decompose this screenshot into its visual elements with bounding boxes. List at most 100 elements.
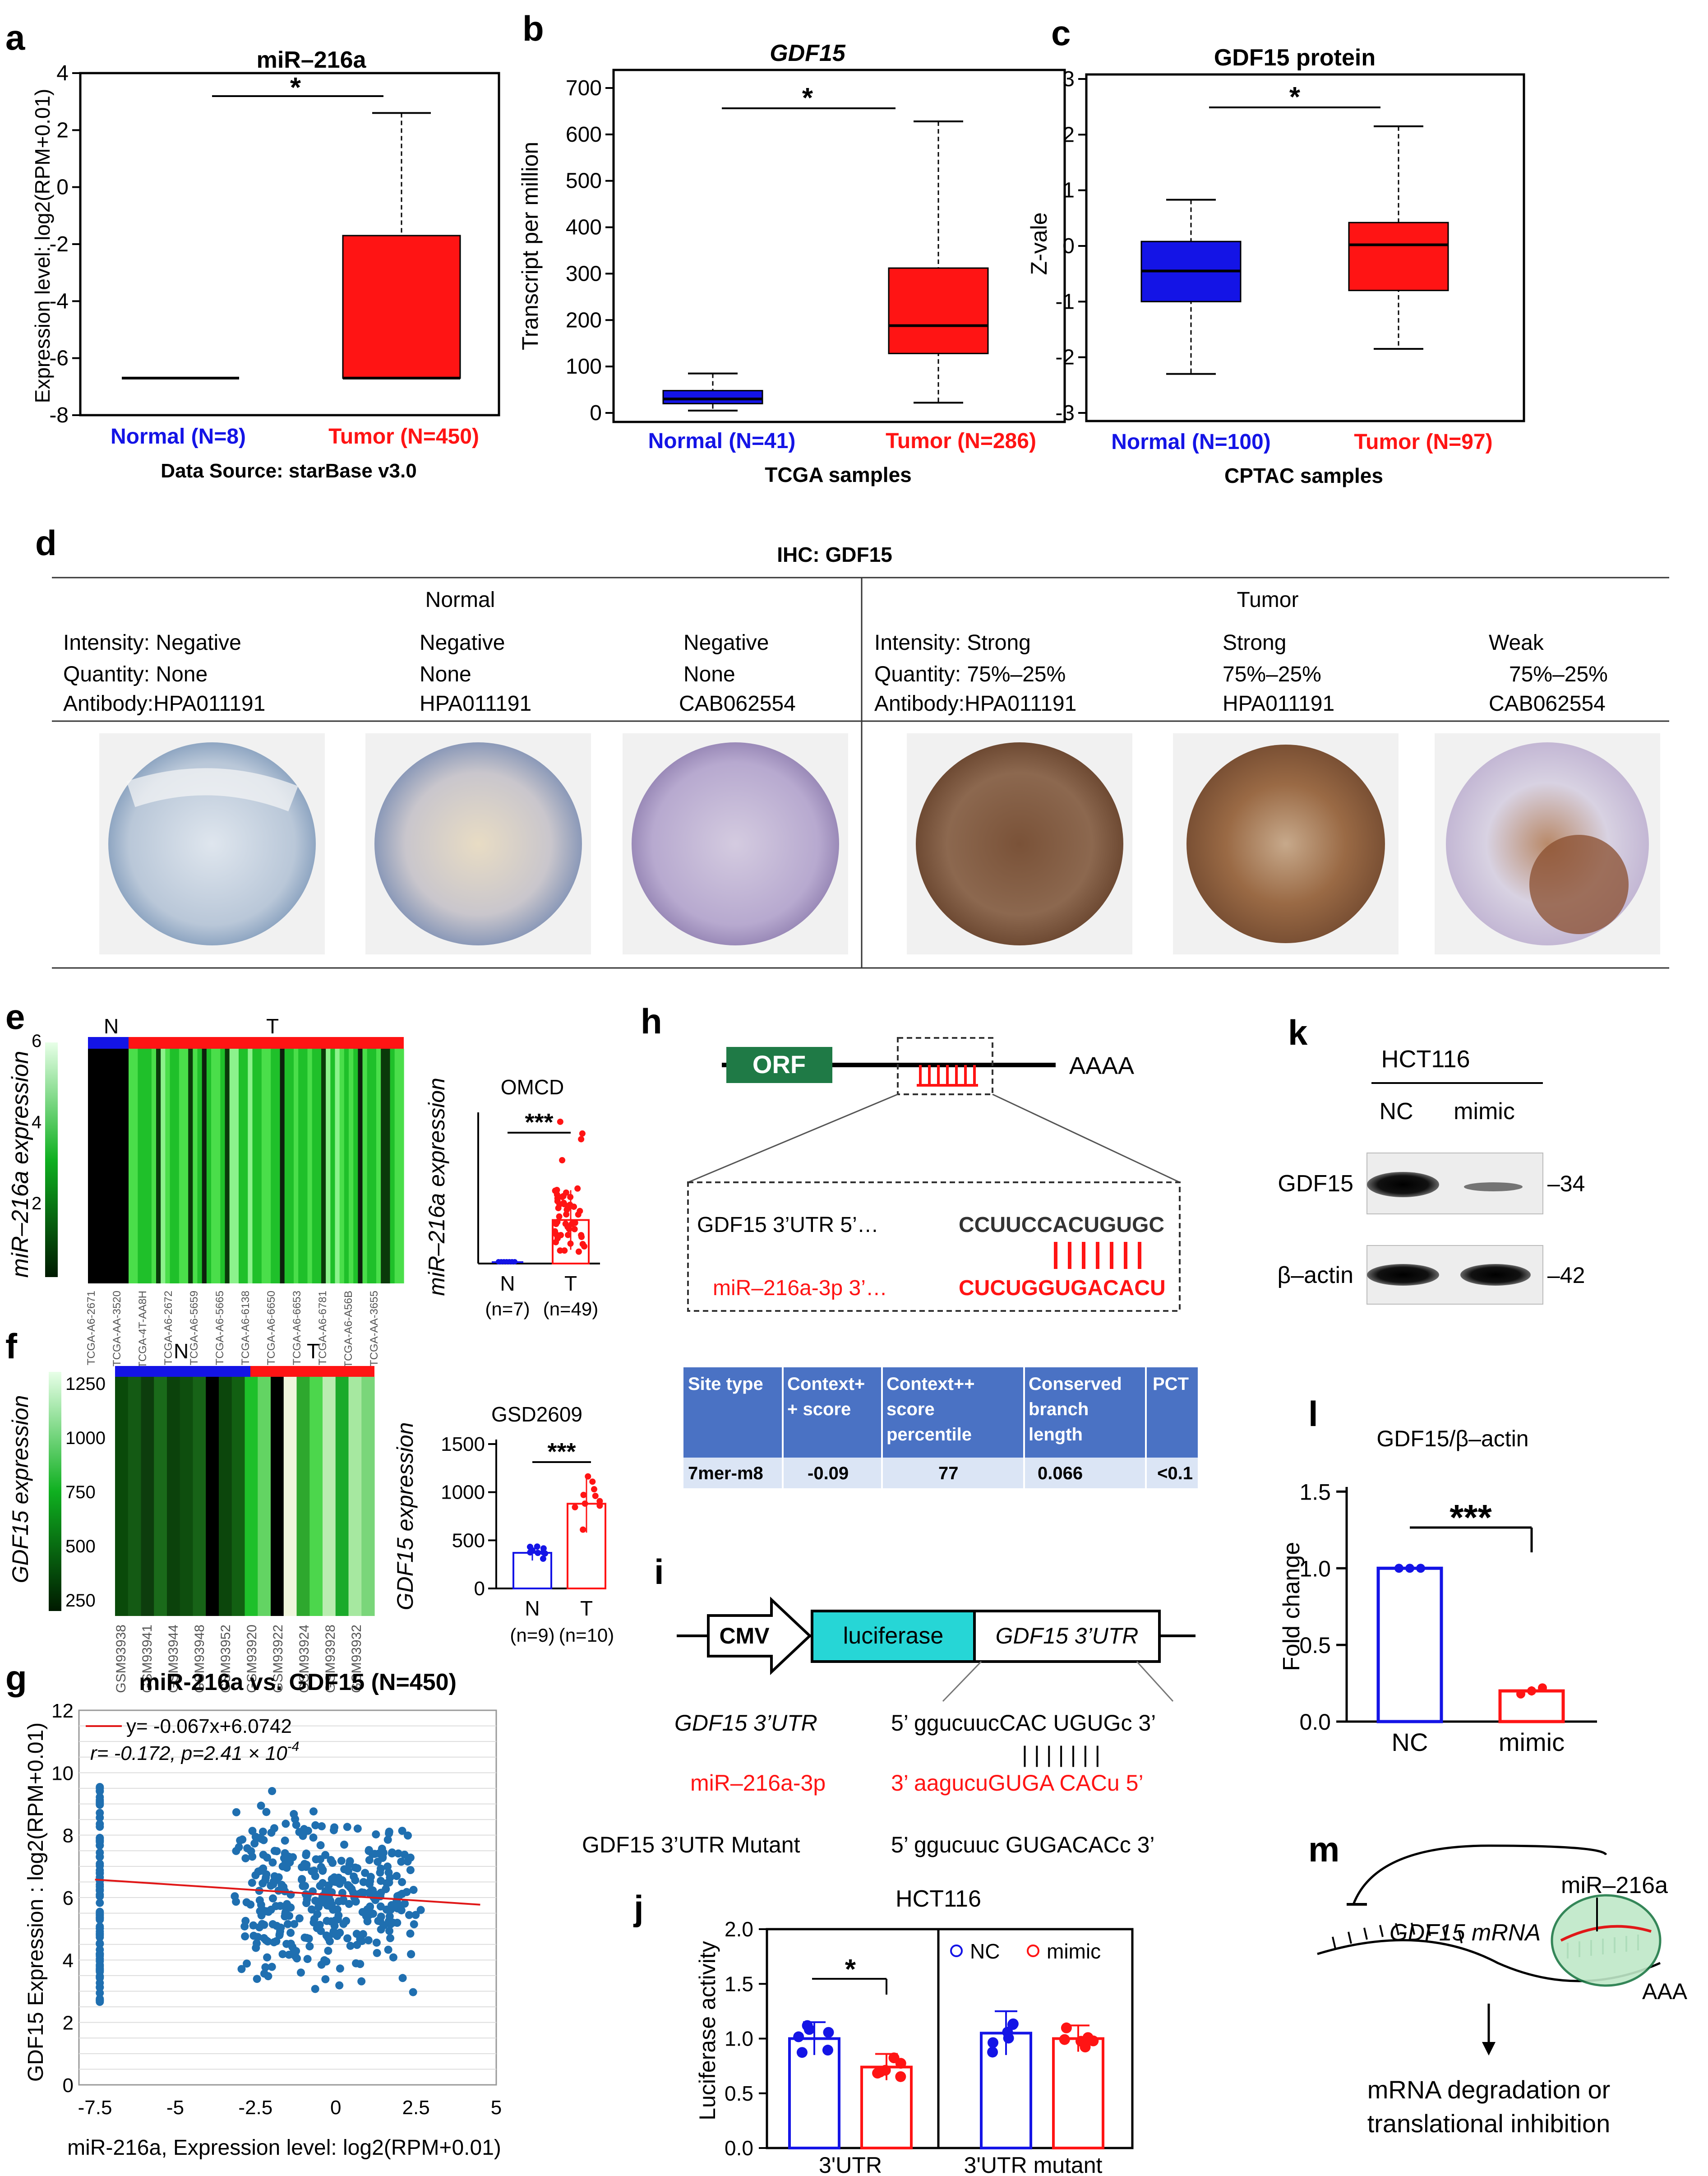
construct-utr-label: GDF15 3’UTR bbox=[996, 1623, 1139, 1648]
point bbox=[282, 1820, 290, 1828]
y-tick-label: 0 bbox=[63, 2074, 74, 2097]
sample-label: GSM93948 bbox=[192, 1625, 207, 1693]
point bbox=[311, 1985, 319, 1993]
heat-column bbox=[133, 1049, 138, 1283]
sample-label: TCGA-A6-6653 bbox=[291, 1291, 303, 1365]
table-head-cell: PCT bbox=[1153, 1374, 1189, 1394]
tumor-header: Tumor bbox=[1237, 588, 1299, 612]
sample-label: GSM93932 bbox=[349, 1625, 364, 1693]
row2-label: miR–216a-3p bbox=[690, 1770, 826, 1796]
panel-j-sig: * bbox=[845, 1954, 856, 1985]
strand-tick bbox=[1458, 1931, 1463, 1944]
panel-a-boxes bbox=[122, 112, 461, 380]
ihc-tumor-info: Intensity: Strong Quantity: 75%–25% Anti… bbox=[874, 631, 1608, 716]
mir-label: miR–216a-3p 3’… bbox=[713, 1276, 887, 1300]
y-tick-label: 1.0 bbox=[725, 2027, 753, 2051]
cell-line-label: HCT116 bbox=[1381, 1046, 1470, 1073]
band-gdf15-mimic bbox=[1464, 1182, 1523, 1191]
panel-a-title: miR–216a bbox=[257, 47, 367, 73]
dot bbox=[987, 2046, 998, 2058]
point bbox=[298, 1875, 306, 1883]
legend-mimic: mimic bbox=[1047, 1940, 1101, 1963]
point bbox=[260, 1969, 268, 1978]
dot bbox=[888, 2052, 900, 2064]
cmv-promoter-arrow bbox=[707, 1597, 812, 1675]
colorbar-tick: 750 bbox=[65, 1482, 96, 1502]
heatmap-e-ylabel-text: miR–216a expression bbox=[7, 1051, 33, 1278]
point bbox=[96, 1930, 104, 1938]
heat-column bbox=[142, 1049, 148, 1283]
panel-i: i CMV luciferase GDF15 3’UTR GDF15 3’UTR… bbox=[582, 1552, 1196, 1857]
point bbox=[372, 1830, 380, 1838]
panel-c-normal-label: Normal (N=100) bbox=[1111, 430, 1270, 454]
point bbox=[400, 1850, 409, 1859]
point bbox=[377, 1864, 385, 1873]
point bbox=[96, 1983, 104, 1991]
point bbox=[305, 1942, 314, 1951]
point bbox=[350, 1872, 358, 1881]
dot-t bbox=[566, 1226, 572, 1232]
heatmap-e bbox=[88, 1049, 404, 1283]
point bbox=[321, 1887, 330, 1895]
heat-column bbox=[353, 1049, 358, 1283]
panel-a: a miR–216a 4 2 0 -2 -4 -6 -8 Expression level:… bbox=[5, 18, 500, 482]
panel-f-group-t: T bbox=[580, 1597, 593, 1620]
box bbox=[1348, 222, 1449, 292]
heat-column bbox=[280, 1049, 285, 1283]
point bbox=[303, 1955, 312, 1963]
ihc-cell: Negative bbox=[420, 631, 505, 655]
table-head-cell: Context+ bbox=[787, 1374, 865, 1394]
point bbox=[319, 1879, 327, 1887]
tissue-core-normal-2 bbox=[374, 742, 582, 945]
y-tick-label: -4 bbox=[49, 289, 69, 313]
heatmap-f-ylabel: GDF15 expression bbox=[8, 1395, 33, 1583]
heat-column bbox=[335, 1049, 340, 1283]
panel-g-ylabel: GDF15 Expression : log2(RPM+0.01) bbox=[24, 1722, 48, 2082]
point bbox=[398, 1878, 406, 1886]
tissue-core-tumor-2 bbox=[1186, 745, 1385, 943]
sample-label: TCGA-AA-3520 bbox=[111, 1291, 123, 1366]
point bbox=[333, 1932, 342, 1940]
panel-e-dot-title: OMCD bbox=[501, 1075, 564, 1099]
tissue-core-normal-3 bbox=[632, 742, 839, 945]
y-tick-label: 10 bbox=[51, 1762, 74, 1784]
dot bbox=[823, 2027, 834, 2038]
point bbox=[398, 1974, 407, 1982]
point bbox=[336, 1964, 344, 1973]
panel-l-group-nc: NC bbox=[1392, 1728, 1428, 1756]
point bbox=[96, 1890, 104, 1899]
blot-label-gdf15: GDF15 bbox=[1278, 1171, 1353, 1197]
panel-letter-a: a bbox=[5, 18, 25, 57]
point bbox=[411, 1911, 420, 1919]
panel-c-y-ticks: 3 2 1 0 -1 -2 -3 bbox=[1055, 67, 1086, 425]
heat-column bbox=[390, 1049, 395, 1283]
strand-tick bbox=[1348, 1931, 1352, 1944]
dot-t bbox=[558, 1232, 564, 1239]
point bbox=[353, 1864, 361, 1873]
table-cell: -0.09 bbox=[808, 1463, 849, 1483]
heat-column bbox=[399, 1049, 404, 1283]
point bbox=[248, 1827, 257, 1835]
panel-f-t-count: (n=10) bbox=[559, 1625, 614, 1646]
strand-tick bbox=[1332, 1936, 1336, 1949]
panel-j-ylabel: Luciferase activity bbox=[695, 1941, 720, 2120]
heat-column bbox=[184, 1049, 189, 1283]
dot bbox=[1061, 2022, 1072, 2033]
panel-a-tumor-label: Tumor (N=450) bbox=[328, 425, 479, 449]
ihc-cell: Intensity: Strong bbox=[874, 631, 1031, 655]
point bbox=[361, 1869, 369, 1877]
panel-e-n-count: (n=7) bbox=[485, 1298, 530, 1319]
heatmap-e-ylabel: miR–216a expression bbox=[7, 1051, 33, 1278]
sample-label: GSM93922 bbox=[271, 1625, 286, 1693]
panel-h: h ORF AAAA GDF15 3’UTR 5’… CCUUCCACUGUGC… bbox=[641, 1001, 1198, 1488]
panel-j-group-1: 3'UTR bbox=[819, 2153, 882, 2176]
dot bbox=[540, 1545, 547, 1552]
panel-l-bars bbox=[1376, 1564, 1565, 1723]
marker-42: –42 bbox=[1547, 1263, 1585, 1288]
panel-b-title: GDF15 bbox=[770, 40, 846, 66]
point bbox=[260, 1921, 268, 1929]
sample-label: GSM93928 bbox=[323, 1625, 338, 1693]
point bbox=[282, 1940, 291, 1948]
point bbox=[366, 1877, 374, 1885]
tissue-stain bbox=[1529, 835, 1629, 934]
